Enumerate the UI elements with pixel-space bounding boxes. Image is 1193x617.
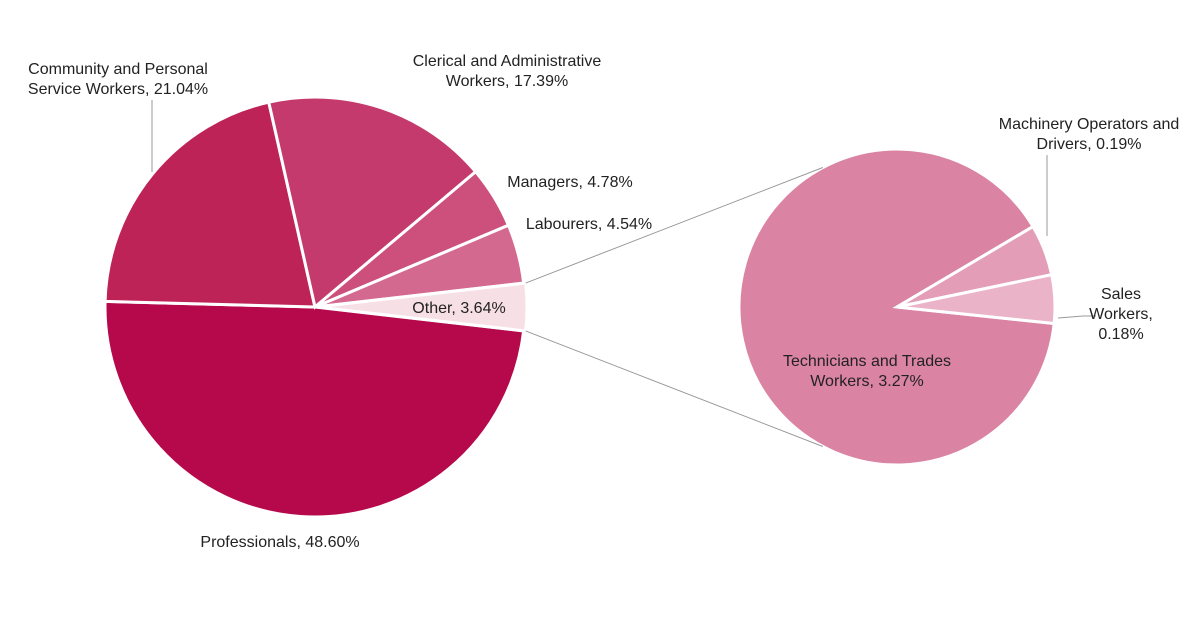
connector	[525, 330, 824, 447]
slice	[896, 272, 1057, 326]
data-label: 0.18%	[1098, 326, 1143, 343]
connector	[525, 167, 824, 284]
slice	[103, 100, 317, 309]
leader-line	[1057, 315, 1096, 319]
data-label: Professionals, 48.60%	[200, 534, 359, 551]
labels: Professionals, 48.60% Community and Perso…	[28, 53, 1179, 551]
slice	[103, 299, 526, 519]
slice	[316, 281, 529, 333]
data-label: Managers, 4.78%	[507, 174, 632, 191]
data-label: Service Workers, 21.04%	[28, 81, 208, 98]
data-label: Technicians and Trades	[783, 353, 951, 370]
slice	[737, 147, 1056, 467]
data-label: Workers,	[1089, 306, 1153, 323]
data-label: Machinery Operators and	[999, 116, 1180, 133]
data-label: Labourers, 4.54%	[526, 216, 652, 233]
data-label: Clerical and Administrative	[413, 53, 602, 70]
data-label: Community and Personal	[28, 61, 208, 78]
data-label: Drivers, 0.19%	[1037, 136, 1142, 153]
data-label: Workers, 17.39%	[446, 73, 568, 90]
data-label: Workers, 3.27%	[810, 373, 924, 390]
data-label: Sales	[1101, 286, 1141, 303]
slices	[103, 95, 1057, 519]
data-label: Other, 3.64%	[412, 300, 505, 317]
slice	[266, 95, 478, 310]
